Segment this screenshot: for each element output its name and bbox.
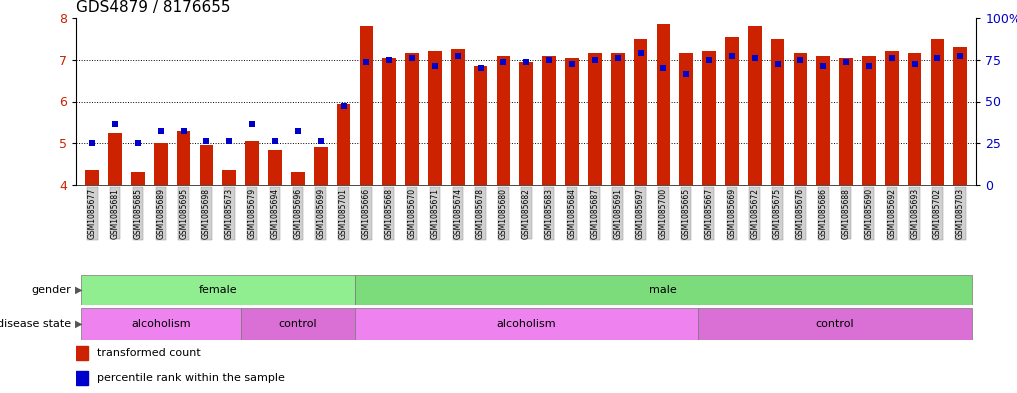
Bar [360,26,373,185]
Bar [725,37,738,185]
Bar [241,308,355,340]
Text: GDS4879 / 8176655: GDS4879 / 8176655 [76,0,231,15]
Bar [80,308,241,340]
Bar [382,58,396,185]
Point [655,65,671,71]
Bar [588,53,602,185]
Bar [520,62,533,185]
Point [792,57,809,63]
Point [541,57,557,63]
Bar [428,51,441,185]
Bar [154,143,168,185]
Bar [679,53,693,185]
Point [473,65,489,71]
Bar [314,147,327,185]
Point [884,55,900,61]
Bar [223,171,236,185]
Point [952,52,968,59]
Text: transformed count: transformed count [97,348,200,358]
Bar [817,55,830,185]
Bar [245,141,259,185]
Bar [771,39,784,185]
Bar [611,53,624,185]
Point [678,71,695,77]
Point [450,52,466,59]
Point [518,59,535,65]
Point [130,140,146,147]
Point [153,128,169,134]
Point [290,128,306,134]
Point [930,55,946,61]
Point [816,63,832,69]
Bar [908,53,921,185]
Bar [698,308,972,340]
Point [563,61,580,67]
Point [587,57,603,63]
Point [427,63,443,69]
Bar [657,24,670,185]
Bar [565,58,579,185]
Bar [954,47,967,185]
Point [746,55,763,61]
Bar [405,53,419,185]
Bar [76,346,88,360]
Point [336,103,352,109]
Point [701,57,717,63]
Bar [793,53,807,185]
Point [381,57,398,63]
Bar [108,133,122,185]
Point [860,63,877,69]
Bar [451,49,465,185]
Point [906,61,922,67]
Bar [931,39,945,185]
Text: ▶: ▶ [75,285,82,295]
Point [266,138,283,144]
Bar [131,173,144,185]
Bar [496,55,511,185]
Text: ▶: ▶ [75,319,82,329]
Point [84,140,101,147]
Bar [862,55,876,185]
Bar [337,104,351,185]
Text: control: control [279,319,317,329]
Bar [177,131,190,185]
Bar [76,371,88,385]
Text: female: female [198,285,237,295]
Text: disease state: disease state [0,319,71,329]
Bar [542,55,556,185]
Point [404,55,420,61]
Bar [355,308,698,340]
Point [312,138,328,144]
Point [633,50,649,57]
Bar [474,66,487,185]
Bar [885,51,899,185]
Point [107,121,123,128]
Text: percentile rank within the sample: percentile rank within the sample [97,373,285,383]
Bar [634,39,648,185]
Point [244,121,260,128]
Bar [291,173,305,185]
Bar [85,171,99,185]
Bar [839,58,853,185]
Text: male: male [650,285,677,295]
Text: gender: gender [32,285,71,295]
Bar [355,275,972,305]
Point [838,59,854,65]
Point [770,61,786,67]
Point [609,55,625,61]
Text: control: control [816,319,854,329]
Point [198,138,215,144]
Text: alcoholism: alcoholism [496,319,556,329]
Bar [747,26,762,185]
Point [358,59,374,65]
Text: alcoholism: alcoholism [131,319,190,329]
Bar [702,51,716,185]
Bar [199,145,214,185]
Point [221,138,237,144]
Point [495,59,512,65]
Point [176,128,192,134]
Point [724,52,740,59]
Bar [80,275,355,305]
Bar [268,149,282,185]
